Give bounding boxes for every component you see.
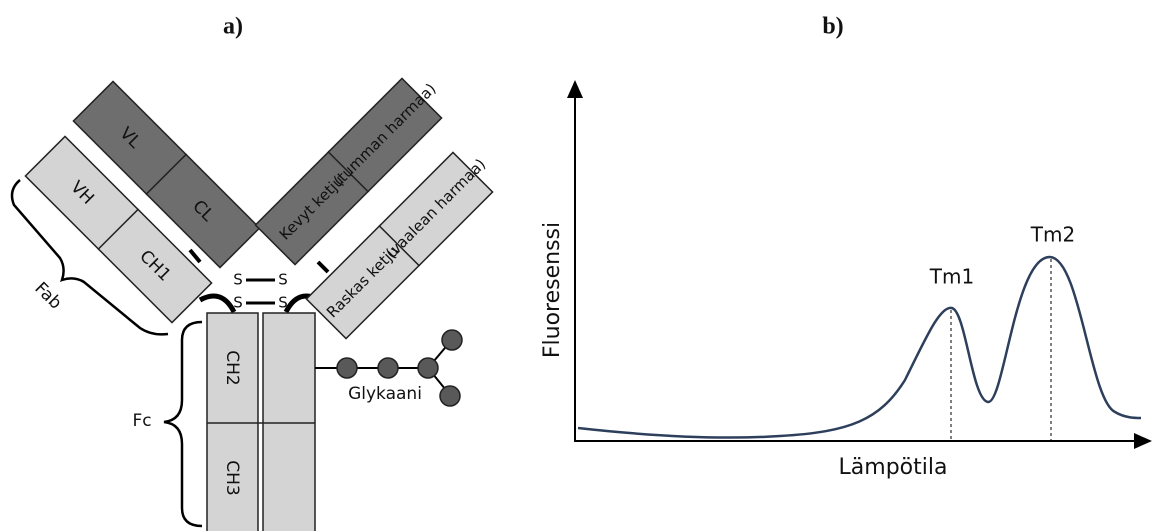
hinge [200, 296, 234, 312]
sulfur: S [278, 271, 288, 289]
domain-label: CH2 [222, 350, 242, 385]
panel-label: b) [822, 14, 843, 40]
fc-bracket [164, 322, 202, 526]
sulfur: S [233, 271, 243, 289]
region-label: Fab [31, 279, 66, 314]
melt-curve [578, 257, 1141, 438]
connector [190, 250, 200, 262]
domain-label: CH3 [222, 460, 242, 495]
peak-label: Tm1 [929, 265, 974, 289]
region-label: Fc [132, 411, 151, 431]
figure: a) b) S S S S VL CL VH CH1 Kevyt ketju (… [0, 0, 1153, 531]
peak-label: Tm2 [1030, 223, 1075, 247]
glycan-label: Glykaani [348, 384, 422, 404]
fc-chain [263, 313, 315, 531]
connector [318, 262, 328, 272]
x-axis-title: Lämpötila [839, 455, 948, 480]
sulfur: S [233, 294, 243, 312]
panel-label: a) [223, 14, 243, 40]
fc-chain [207, 313, 258, 531]
sulfur: S [278, 294, 288, 312]
y-axis-title: Fluoresenssi [540, 222, 565, 358]
